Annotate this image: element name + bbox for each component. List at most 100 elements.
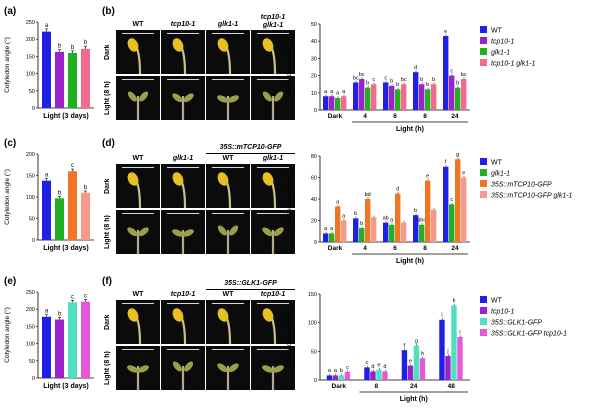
y-tick-label: 50 — [311, 22, 317, 28]
significance-letter: c — [384, 75, 387, 81]
bar — [42, 180, 51, 240]
x-tick-label: 6 — [393, 245, 397, 252]
x-tick-label: 24 — [410, 383, 418, 390]
significance-letter: b — [354, 211, 357, 217]
seedling-icon — [172, 361, 194, 390]
significance-letter: a — [390, 218, 394, 224]
seedling-icon — [127, 38, 142, 74]
bar — [364, 367, 370, 380]
significance-letter: b — [58, 44, 62, 50]
legend-entry: tcp10-1 glk1-1 — [491, 61, 535, 68]
bar — [81, 301, 90, 378]
photo-row-label-light: Light (8 h) — [104, 351, 111, 385]
seedling-photo-dark — [206, 300, 250, 344]
bar — [413, 72, 419, 110]
panel-label-d: (d) — [102, 138, 115, 149]
bar — [329, 233, 335, 242]
legend-swatch — [480, 180, 487, 187]
significance-letter: b — [58, 311, 62, 317]
significance-letter: k — [453, 298, 456, 304]
significance-letter: b — [390, 79, 393, 85]
y-tick-label: 200 — [26, 307, 35, 313]
construct-label: 35S::mTCP10-GFP — [219, 144, 282, 151]
scale-bar — [257, 33, 289, 34]
scale-bar — [122, 79, 154, 80]
legend-entry: 35S::GLK1-GFP tcp10-1 — [491, 331, 567, 338]
significance-letter: a — [324, 89, 328, 95]
scale-bar — [122, 349, 154, 350]
chart-e: Cotyledon angle (°) 0 50 100 150 200 250 a b c c Li… — [3, 290, 94, 390]
legend-swatch — [480, 158, 487, 165]
x-tick-label: Dark — [328, 113, 343, 120]
construct-label: 35S::GLK1-GFP — [224, 280, 277, 287]
x-tick-label: 4 — [363, 113, 367, 120]
photo-row-label-dark: Dark — [104, 314, 111, 330]
legend-swatch — [480, 329, 487, 336]
significance-letter: h — [421, 351, 424, 357]
seedling-photo-light — [251, 76, 295, 120]
bar — [344, 371, 351, 380]
significance-letter: c — [346, 365, 349, 371]
significance-letter: c — [71, 294, 74, 300]
bar — [371, 84, 377, 110]
y-tick-label: 150 — [26, 324, 35, 330]
significance-letter: c — [366, 360, 369, 366]
y-tick-label: 200 — [26, 37, 35, 43]
significance-letter: g — [456, 152, 459, 158]
bar — [425, 89, 431, 110]
legend-swatch — [480, 26, 487, 33]
seedling-icon — [172, 229, 194, 254]
significance-letter: a — [334, 368, 338, 374]
legend-entry: glk1-1 — [491, 171, 510, 178]
seedling-icon — [217, 363, 239, 390]
bar — [81, 192, 90, 240]
seedling-photo-dark — [161, 164, 205, 208]
bar — [365, 199, 371, 242]
significance-letter: bc — [401, 77, 407, 83]
significance-letter: e — [444, 29, 447, 35]
bar — [401, 350, 408, 380]
scale-bar — [257, 79, 289, 80]
seedling-photo-light — [206, 346, 250, 390]
y-tick-label: 60 — [311, 176, 317, 182]
seedling-icon — [127, 172, 142, 208]
bar — [42, 31, 51, 108]
scale-bar — [122, 213, 154, 214]
seedling-photo-dark — [116, 164, 160, 208]
significance-letter: c — [84, 294, 87, 300]
legend-entry: 35S::mTCP10-GFP glk1-1 — [491, 193, 573, 200]
y-axis-label: Cotyledon angle (°) — [285, 171, 293, 227]
seedling-photo-dark — [206, 30, 250, 74]
bar — [395, 89, 401, 110]
seedling-icon — [262, 38, 277, 74]
construct-bracket — [206, 153, 295, 154]
significance-letter: a — [330, 226, 334, 232]
bar — [371, 217, 377, 242]
bar — [449, 204, 455, 242]
significance-letter: a — [324, 226, 328, 232]
legend-entry: WT — [491, 28, 503, 35]
x-tick-label: 8 — [423, 245, 427, 252]
x-tick-label: Dark — [328, 245, 343, 252]
bar — [68, 171, 77, 240]
y-tick-label: 80 — [311, 154, 317, 160]
significance-letter: bc — [353, 75, 359, 81]
panel-label-c: (c) — [4, 138, 17, 149]
bar — [55, 198, 64, 240]
seedling-photo-dark — [206, 164, 250, 208]
seedling-photo-dark — [161, 300, 205, 344]
bar — [443, 166, 449, 242]
legend-swatch — [480, 169, 487, 176]
scale-bar — [122, 303, 154, 304]
bar — [68, 52, 77, 108]
y-tick-label: 50 — [311, 349, 317, 355]
seedling-photo-light — [161, 210, 205, 254]
significance-letter: bd — [365, 192, 371, 198]
bar — [401, 222, 407, 242]
significance-letter: l — [459, 330, 460, 336]
seedling-icon — [127, 365, 149, 390]
significance-letter: a — [45, 173, 49, 179]
chart-a: Cotyledon angle (°) 0 50 100 150 200 250 a b b b Li… — [3, 20, 94, 120]
